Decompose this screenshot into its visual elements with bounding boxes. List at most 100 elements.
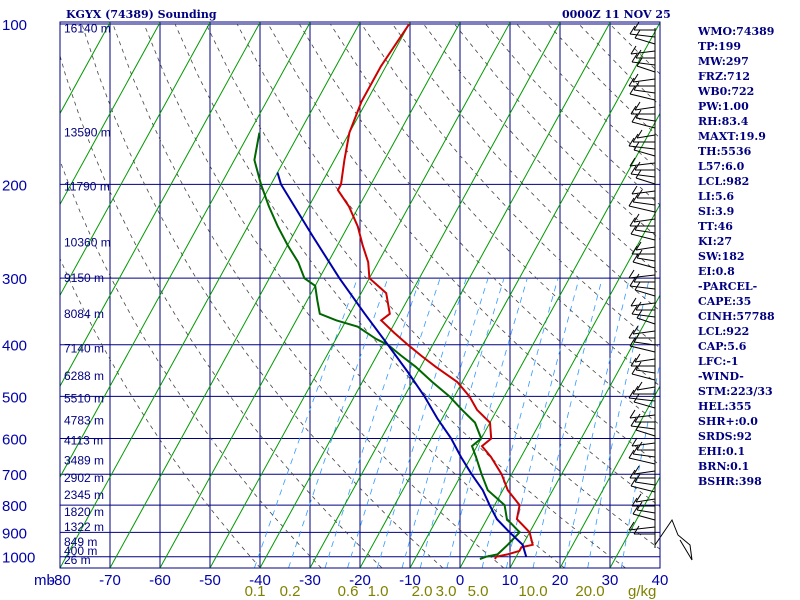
wind-barb-flag (629, 337, 636, 347)
wind-barb-flag (632, 385, 639, 395)
index-entry: EI:0.8 (698, 265, 735, 278)
wind-barb-flag (634, 413, 641, 423)
dry-adiabat (60, 54, 383, 568)
wind-barb-flag (633, 393, 640, 403)
wind-barb-flag (636, 381, 643, 391)
index-entry: L57:6.0 (698, 160, 745, 173)
temperature-tick-40: 40 (652, 572, 669, 589)
pressure-tick-200: 200 (2, 177, 27, 194)
mixing-ratio-line (254, 278, 358, 568)
isotherm-line (509, 294, 660, 568)
index-entry: SW:182 (698, 250, 745, 263)
wind-barb-flag (635, 493, 642, 503)
wind-barb-flag (632, 445, 639, 455)
wind-barb (634, 106, 656, 111)
wind-barb (629, 33, 656, 38)
mixing-ratio-label-2.0: 2.0 (412, 583, 433, 600)
height-label: 5510 m (64, 392, 104, 406)
isotherm-line (409, 112, 660, 568)
wind-barb-flag (630, 417, 637, 427)
isotherm-line (60, 22, 161, 206)
pressure-tick-900: 900 (2, 525, 27, 542)
mixing-ratio-lines (254, 278, 660, 568)
wind-barb-flag (633, 213, 640, 223)
wind-barb (629, 162, 656, 167)
height-label: 26 m (64, 553, 91, 567)
wind-barb-flag (636, 441, 643, 451)
temperature-tick--30: -30 (299, 572, 321, 589)
wind-barb-flag (629, 25, 636, 35)
mixing-ratio-line (532, 278, 603, 568)
valid-time: 0000Z 11 NOV 25 (562, 8, 671, 21)
dewpoint-trace (253, 132, 521, 560)
wind-barb-flag (629, 469, 636, 479)
index-entry: RH:83.4 (698, 115, 749, 128)
wind-barb-flag (633, 81, 640, 91)
dry-adiabat (112, 23, 505, 568)
index-entry: EHI:0.1 (698, 445, 746, 458)
mixing-ratio-line (620, 361, 660, 568)
wind-barb (634, 358, 656, 363)
wind-barb-flag (633, 141, 640, 151)
wind-barb (628, 145, 656, 150)
temperature-tick-30: 30 (602, 572, 619, 589)
dry-adiabat (174, 23, 626, 568)
isotherm-line (109, 22, 411, 568)
wind-barb-flag (636, 309, 643, 319)
wind-barb-flag (628, 197, 635, 207)
index-entry: LI:5.6 (698, 190, 735, 203)
wind-barb-flag (629, 409, 636, 419)
wind-barb-flag (635, 241, 642, 251)
wind-barb-flag (628, 269, 635, 279)
wind-barb-flag (628, 389, 635, 399)
temperature-trace (336, 23, 534, 560)
dry-adiabat (81, 23, 444, 568)
wind-barb-flag (634, 353, 641, 363)
wind-barb (631, 121, 656, 129)
index-entry: WMO:74389 (698, 25, 775, 38)
isotherm-line (60, 22, 361, 568)
wind-barb (632, 330, 656, 335)
height-label: 11790 m (64, 180, 110, 194)
wind-barb (631, 313, 656, 318)
wind-barb-flag (635, 49, 642, 59)
temperature-tick--20: -20 (349, 572, 371, 589)
wind-barb (636, 65, 656, 73)
wind-barb-flag (628, 77, 635, 87)
wind-barb-flag (633, 333, 640, 343)
wind-barb-flag (634, 29, 641, 39)
height-label: 3489 m (64, 454, 104, 468)
wind-barb (633, 470, 656, 475)
mixing-ratio-label-0.6: 0.6 (338, 583, 359, 600)
wind-barb (635, 117, 656, 122)
wind-barb (636, 257, 656, 262)
wind-barb-flag (634, 161, 641, 171)
dry-adiabat (267, 23, 660, 466)
wind-barb-flag (635, 169, 642, 179)
temperature-tick--40: -40 (249, 572, 271, 589)
wind-barb (628, 397, 656, 402)
wind-barb (636, 386, 656, 391)
wind-barb (632, 261, 656, 269)
wind-barb (635, 369, 656, 374)
wind-barb (630, 50, 656, 55)
wind-barb (630, 173, 656, 178)
index-entry: WB0:722 (698, 85, 755, 98)
sounding-traces (253, 23, 534, 560)
wind-barb-flag (630, 225, 637, 235)
height-label: 4113 m (64, 433, 103, 447)
isotherm-line (60, 22, 261, 388)
wind-barb (629, 414, 656, 419)
temperature-tick--60: -60 (149, 572, 171, 589)
mixing-ratio-label-0.1: 0.1 (245, 583, 266, 600)
wind-barb-flag (630, 477, 637, 487)
wind-barb-flag (636, 129, 643, 139)
wind-barb (632, 201, 656, 206)
height-label: 400 m (64, 544, 97, 558)
wind-barb (634, 229, 656, 234)
wind-barb (628, 205, 656, 213)
station-title: KGYX (74389) Sounding (66, 8, 217, 21)
wind-barb (636, 317, 656, 325)
wind-barb (630, 302, 656, 307)
